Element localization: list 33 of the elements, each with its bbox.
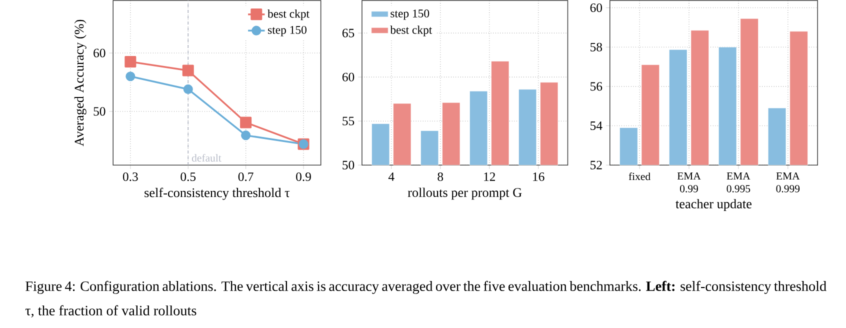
x-tick-label: fixed — [628, 172, 650, 180]
y-tick-label: 60 — [590, 4, 602, 12]
x-tick-label: 8 — [438, 172, 444, 182]
x-tick-label: 0.3 — [122, 172, 138, 182]
x-axis-title: rollouts per prompt G — [408, 188, 522, 200]
y-tick-label: 60 — [342, 72, 354, 82]
x-tick-label: EMA 0.995 — [726, 172, 750, 193]
y-tick-label: 50 — [94, 107, 106, 116]
x-tick-label: 4 — [388, 172, 394, 181]
x-tick-label: EMA 0.999 — [776, 172, 800, 193]
x-axis-title: self-consistency threshold τ — [144, 188, 290, 200]
y-tick-label: 58 — [590, 42, 602, 52]
legend-label: step 150 — [268, 26, 306, 36]
x-axis-title: teacher update — [676, 199, 752, 212]
legend-label: best ckpt — [268, 10, 310, 20]
y-axis-title: Averaged Accuracy (%) — [74, 20, 86, 146]
x-tick-label: EMA 0.99 — [677, 172, 701, 193]
y-tick-label: 52 — [590, 160, 602, 170]
x-tick-label: 0.7 — [238, 172, 254, 182]
text: Figure 4: Configuration ablations. The vertical axis is accuracy averaged over the five evaluation benchmarks. Left: self-consistency threshold τ, the fraction of valid rollouts — [25, 281, 826, 318]
ref-line-label: default — [192, 154, 222, 162]
legend-label: best ckpt — [390, 26, 432, 36]
y-tick-label: 50 — [342, 160, 354, 170]
legend-label: step 150 — [390, 10, 430, 20]
y-tick-label: 54 — [590, 122, 602, 130]
y-tick-label: 65 — [342, 28, 354, 38]
x-tick-label: 0.5 — [180, 172, 196, 182]
y-tick-label: 60 — [94, 48, 106, 58]
x-tick-label: 12 — [484, 172, 495, 181]
x-tick-label: 16 — [533, 172, 544, 182]
y-tick-label: 55 — [342, 116, 354, 126]
y-tick-label: 56 — [590, 82, 602, 91]
x-tick-label: 0.9 — [296, 172, 311, 182]
